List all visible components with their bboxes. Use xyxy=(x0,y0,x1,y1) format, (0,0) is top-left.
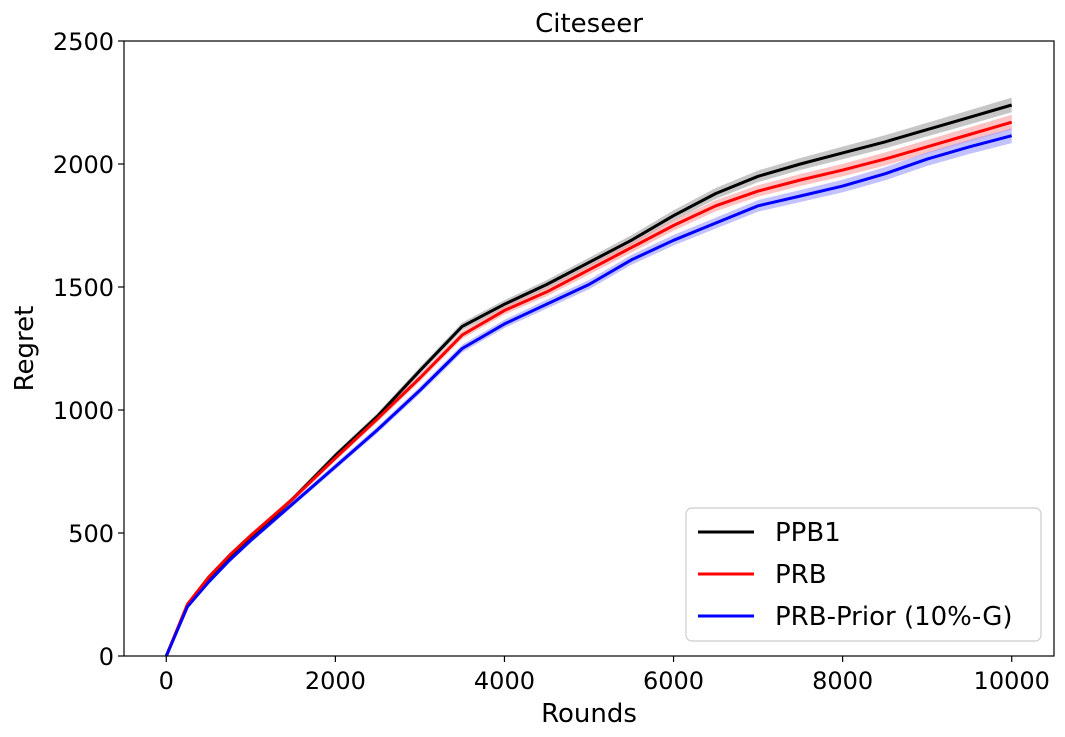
plot-frame xyxy=(123,40,1055,657)
x-axis-ticks: 0 2000 4000 6000 8000 10000 xyxy=(159,656,1050,695)
legend-label-2: PRB-Prior (10%-G) xyxy=(775,602,1013,632)
chart-title: Citeseer xyxy=(535,9,643,39)
series-line-0 xyxy=(164,103,1013,657)
legend: PPB1 PRB PRB-Prior (10%-G) xyxy=(685,507,1042,642)
y-axis-ticks: 0 500 1000 1500 2000 2500 xyxy=(53,28,124,671)
x-tick-label: 4000 xyxy=(474,667,535,695)
x-tick-label: 10000 xyxy=(974,667,1050,695)
y-tick-label: 1000 xyxy=(53,397,114,425)
y-tick-label: 0 xyxy=(99,643,114,671)
legend-box xyxy=(685,507,1042,642)
y-tick-label: 2500 xyxy=(53,28,114,56)
series-lines xyxy=(164,103,1013,657)
series-line-1 xyxy=(164,120,1013,657)
x-axis-title: Rounds xyxy=(541,699,637,729)
legend-label-1: PRB xyxy=(775,560,827,590)
x-tick-label: 2000 xyxy=(305,667,366,695)
x-tick-label: 8000 xyxy=(812,667,873,695)
series-line-2 xyxy=(164,134,1013,657)
y-tick-label: 500 xyxy=(68,520,114,548)
x-tick-label: 0 xyxy=(159,667,174,695)
x-tick-label: 6000 xyxy=(643,667,704,695)
y-tick-label: 1500 xyxy=(53,274,114,302)
legend-label-0: PPB1 xyxy=(775,518,841,548)
y-axis-title: Regret xyxy=(10,306,40,392)
y-tick-label: 2000 xyxy=(53,151,114,179)
